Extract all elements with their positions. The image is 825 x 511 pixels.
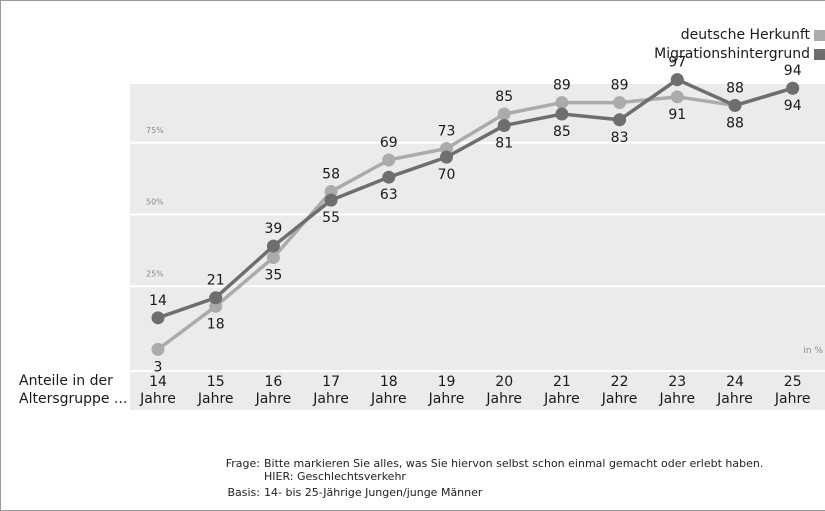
x-tick-label: 14 [149, 374, 167, 390]
data-label: 81 [495, 136, 513, 152]
data-point [209, 291, 223, 305]
x-tick-label: 18 [380, 374, 398, 390]
data-point [151, 342, 165, 356]
data-label: 85 [553, 124, 571, 140]
x-tick-label: 24 [726, 374, 744, 390]
data-label: 55 [322, 210, 340, 226]
footnote-basis-label: Basis: [227, 486, 260, 499]
data-label: 91 [668, 107, 686, 123]
footnote-question-line1: Bitte markieren Sie alles, was Sie hierv… [264, 457, 764, 470]
data-point [266, 239, 280, 253]
series-line [157, 77, 794, 320]
data-label: 69 [380, 135, 398, 151]
data-point [497, 119, 511, 133]
x-tick-label: 15 [207, 374, 225, 390]
footnote-question-label: Frage: [225, 457, 260, 470]
data-point [613, 96, 627, 110]
data-point [670, 73, 684, 87]
data-point [786, 81, 800, 95]
legend-item-deutsche-herkunft[interactable]: deutsche Herkunft [681, 27, 825, 43]
data-point [728, 98, 742, 112]
x-tick-label: 25 [784, 374, 802, 390]
data-point [670, 90, 684, 104]
data-label: 88 [726, 115, 744, 131]
data-label: 14 [149, 293, 167, 309]
x-tick-label: 23 [668, 374, 686, 390]
x-tick-label: 17 [322, 374, 340, 390]
x-tick-unit: Jahre [312, 391, 349, 407]
x-tick-label: 19 [438, 374, 456, 390]
x-tick-unit: Jahre [428, 391, 465, 407]
row-label-line2: Altersgruppe ... [19, 391, 128, 407]
data-label: 58 [322, 167, 340, 183]
data-label: 94 [784, 63, 802, 79]
x-tick-unit: Jahre [485, 391, 522, 407]
data-label: 89 [611, 78, 629, 94]
y-tick-label: 25% [146, 269, 164, 278]
data-label: 21 [207, 273, 225, 289]
data-label: 73 [438, 123, 456, 139]
x-tick-unit: Jahre [543, 391, 580, 407]
data-label: 63 [380, 187, 398, 203]
y-tick-label: 50% [146, 198, 164, 207]
x-tick-label: 20 [495, 374, 513, 390]
data-label: 85 [495, 89, 513, 105]
x-tick-unit: Jahre [139, 391, 176, 407]
data-label: 88 [726, 80, 744, 96]
data-label: 3 [154, 359, 163, 375]
data-point [555, 107, 569, 121]
data-point [151, 311, 165, 325]
x-tick-label: 16 [264, 374, 282, 390]
data-point [382, 153, 396, 167]
category-band [130, 372, 825, 410]
series-line [156, 86, 794, 351]
data-label: 70 [438, 167, 456, 183]
data-point [382, 170, 396, 184]
data-label: 35 [264, 268, 282, 284]
data-label: 89 [553, 78, 571, 94]
data-point [324, 193, 338, 207]
x-tick-unit: Jahre [601, 391, 638, 407]
x-tick-unit: Jahre [774, 391, 811, 407]
legend-swatch [814, 29, 825, 41]
x-tick-label: 22 [611, 374, 629, 390]
x-tick-label: 21 [553, 374, 571, 390]
footnote-basis-text: 14- bis 25-Jährige Jungen/junge Männer [264, 486, 483, 499]
data-point [613, 113, 627, 127]
data-point [497, 107, 511, 121]
x-tick-unit: Jahre [370, 391, 407, 407]
plot-area [130, 84, 825, 370]
data-label: 39 [264, 221, 282, 237]
x-tick-unit: Jahre [716, 391, 753, 407]
data-label: 97 [668, 55, 686, 71]
data-point [266, 251, 280, 265]
x-tick-unit: Jahre [197, 391, 234, 407]
row-label-line1: Anteile in der [19, 373, 113, 389]
legend-label: deutsche Herkunft [680, 27, 810, 43]
data-label: 83 [611, 130, 629, 146]
unit-note: in % [803, 346, 823, 356]
data-point [555, 96, 569, 110]
data-label: 18 [207, 316, 225, 332]
legend-item-migrationshintergrund[interactable]: Migrationshintergrund [654, 46, 825, 62]
data-point [440, 150, 453, 164]
x-tick-unit: Jahre [658, 391, 695, 407]
legend-label: Migrationshintergrund [654, 46, 810, 62]
x-tick-unit: Jahre [255, 391, 292, 407]
data-label: 94 [784, 98, 802, 114]
legend-swatch [814, 48, 825, 60]
y-tick-label: 75% [146, 126, 164, 135]
footnote-question-line2: HIER: Geschlechtsverkehr [264, 470, 406, 483]
